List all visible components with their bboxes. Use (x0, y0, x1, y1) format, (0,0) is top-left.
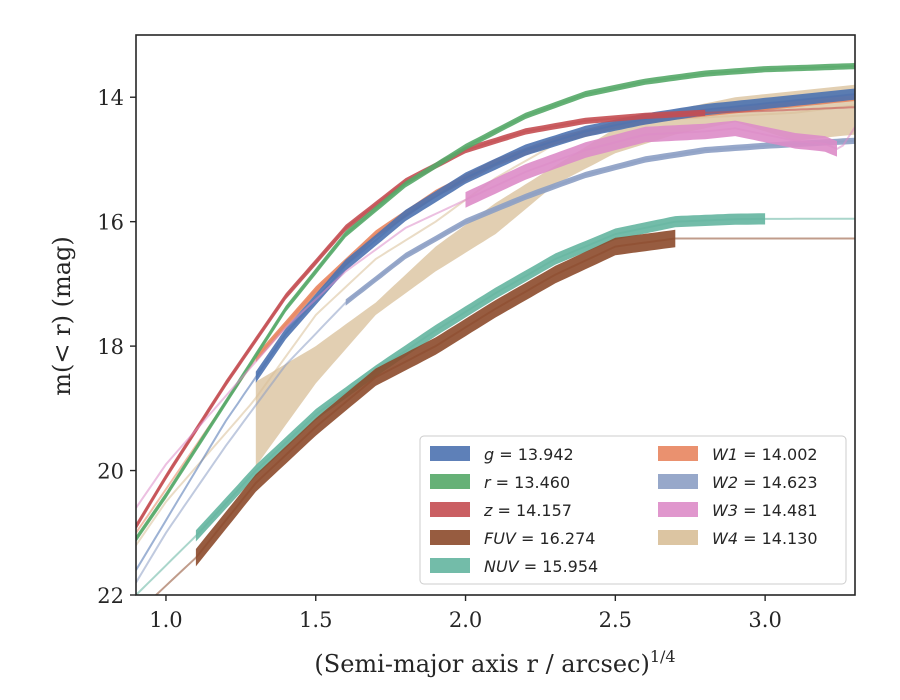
legend-item-NUV: NUV = 15.954 (430, 557, 598, 576)
legend-label: r = 13.460 (484, 473, 570, 492)
series-r (136, 63, 855, 543)
legend-label: W4 = 14.130 (712, 529, 818, 548)
series-NUV (136, 213, 855, 595)
axes-frame (135, 34, 856, 596)
y-axis-title: m(< r) (mag) (48, 236, 76, 395)
legend-swatch (430, 558, 470, 573)
legend-swatch (658, 474, 698, 489)
legend-item-W1: W1 = 14.002 (658, 445, 818, 464)
plot-content (136, 63, 855, 595)
series-z (136, 106, 855, 530)
x-axis-title: (Semi-major axis r / arcsec)1/4 (314, 647, 675, 678)
axes: 1.0 1.5 2.0 2.5 3.0 14 16 18 20 22 (97, 34, 856, 632)
legend-swatch (658, 530, 698, 545)
y-tick-label: 20 (97, 460, 124, 484)
series-W2 (136, 137, 855, 584)
legend-swatch (658, 502, 698, 517)
legend-label: W1 = 14.002 (712, 445, 818, 464)
legend-box (419, 435, 847, 585)
x-tick-label: 1.0 (149, 608, 182, 632)
legend-label: NUV = 15.954 (484, 557, 598, 576)
x-tick-label: 1.5 (299, 608, 332, 632)
legend: g = 13.942 r = 13.460 z = 14.157 FUV = 16.2… (419, 435, 847, 585)
x-tick-label: 3.0 (748, 608, 781, 632)
axis-labels: (Semi-major axis r / arcsec)1/4 m(< r) (… (48, 236, 676, 678)
series-FUV (154, 229, 855, 595)
series-g (136, 88, 855, 571)
y-tick-label: 22 (97, 584, 124, 608)
legend-item-g: g = 13.942 (430, 445, 574, 464)
legend-label: g = 13.942 (484, 445, 574, 464)
legend-swatch (658, 446, 698, 461)
series-W3 (136, 120, 855, 509)
legend-label: W2 = 14.623 (712, 473, 818, 492)
legend-label: z = 14.157 (483, 501, 572, 520)
legend-swatch (430, 530, 470, 545)
x-tick-label: 2.0 (449, 608, 482, 632)
legend-swatch (430, 474, 470, 489)
measured-band-W3 (465, 120, 837, 208)
legend-label: W3 = 14.481 (712, 501, 818, 520)
legend-swatch (430, 446, 470, 461)
x-tick-label: 2.5 (599, 608, 632, 632)
y-tick-label: 14 (97, 86, 124, 110)
legend-item-W4: W4 = 14.130 (658, 529, 818, 548)
legend-swatch (430, 502, 470, 517)
y-tick-label: 16 (97, 211, 124, 235)
legend-item-z: z = 14.157 (430, 501, 572, 520)
legend-label: FUV = 16.274 (484, 529, 595, 548)
legend-item-W3: W3 = 14.481 (658, 501, 818, 520)
legend-item-W2: W2 = 14.623 (658, 473, 818, 492)
measured-band-W2 (345, 137, 855, 306)
measured-band-g (255, 88, 855, 383)
x-axis-exponent: 1/4 (650, 647, 676, 666)
legend-item-FUV: FUV = 16.274 (430, 529, 595, 548)
y-tick-label: 18 (97, 335, 124, 359)
measured-band-W4 (255, 84, 855, 467)
legend-item-r: r = 13.460 (430, 473, 570, 492)
